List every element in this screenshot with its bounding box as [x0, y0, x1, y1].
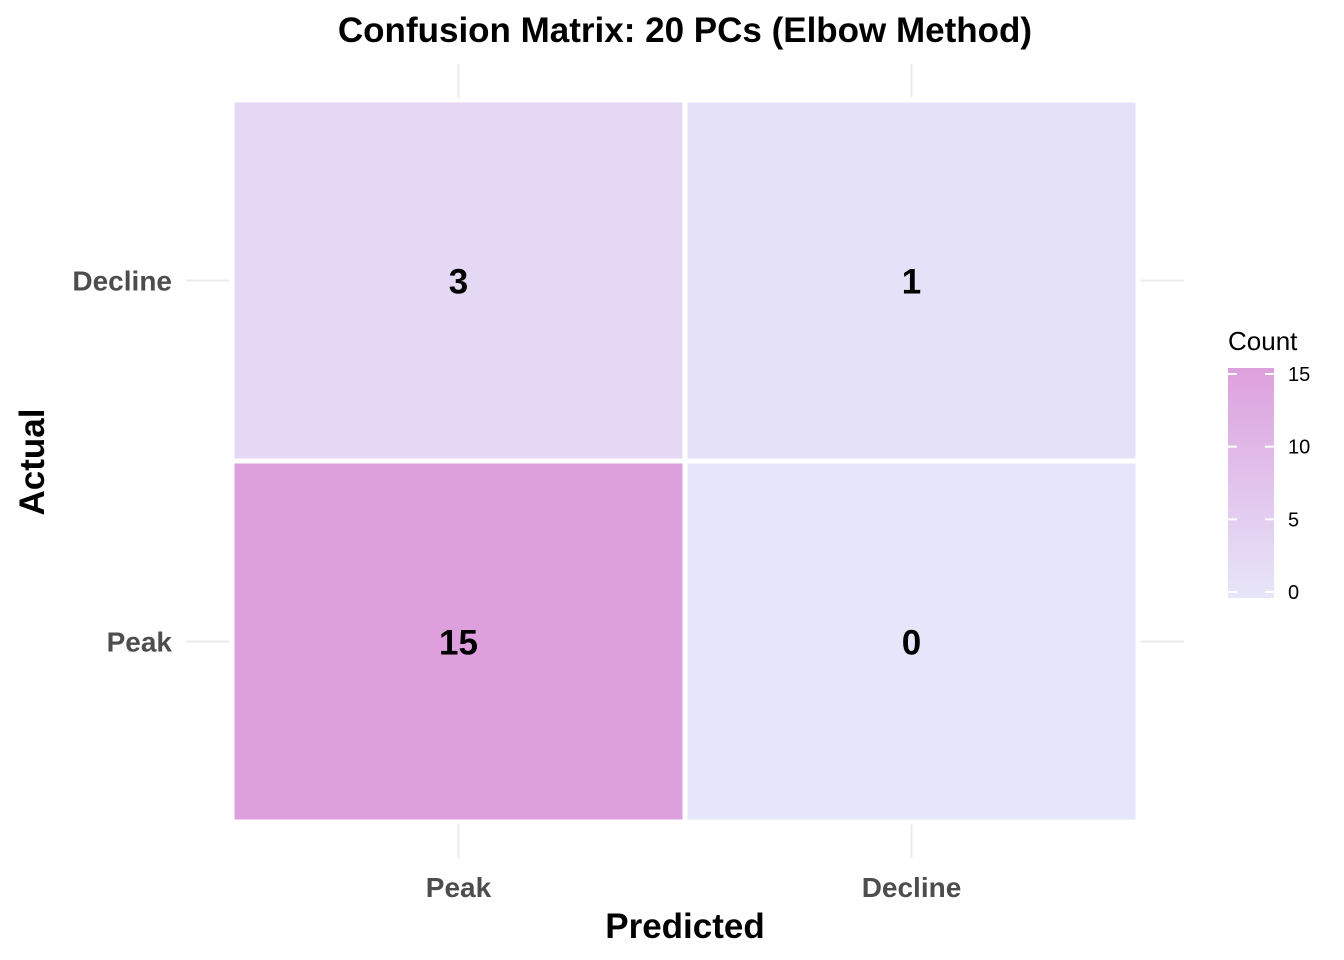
- y-tick-label: Decline: [72, 266, 172, 297]
- legend-tick-label: 0: [1288, 582, 1299, 604]
- color-legend: Count 0 5 10 15: [1228, 326, 1310, 604]
- cell-value-label: 0: [902, 624, 921, 663]
- legend-tick-label: 15: [1288, 364, 1310, 386]
- heatmap-cell: [682, 458, 1141, 825]
- heatmap-cells: [229, 97, 1141, 825]
- x-tick-label: Decline: [862, 872, 962, 903]
- legend-tick-label: 5: [1288, 509, 1299, 531]
- y-axis-title: Actual: [13, 409, 52, 516]
- chart-title: Confusion Matrix: 20 PCs (Elbow Method): [338, 11, 1032, 50]
- heatmap-cell: [229, 97, 688, 464]
- x-axis-ticks: Peak Decline: [426, 872, 962, 903]
- heatmap-cell: [229, 458, 688, 825]
- cell-value-label: 15: [439, 624, 478, 663]
- cell-value-label: 1: [902, 263, 921, 302]
- x-tick-label: Peak: [426, 872, 492, 903]
- cell-labels: 3 1 15 0: [439, 263, 921, 663]
- y-tick-label: Peak: [107, 627, 173, 658]
- legend-ticks: 0 5 10 15: [1228, 364, 1310, 604]
- y-axis-ticks: Decline Peak: [72, 266, 172, 658]
- legend-tick-label: 10: [1288, 437, 1310, 459]
- legend-colorbar: [1228, 368, 1274, 598]
- cell-value-label: 3: [449, 263, 468, 302]
- x-axis-title: Predicted: [605, 907, 765, 946]
- legend-title: Count: [1228, 326, 1298, 356]
